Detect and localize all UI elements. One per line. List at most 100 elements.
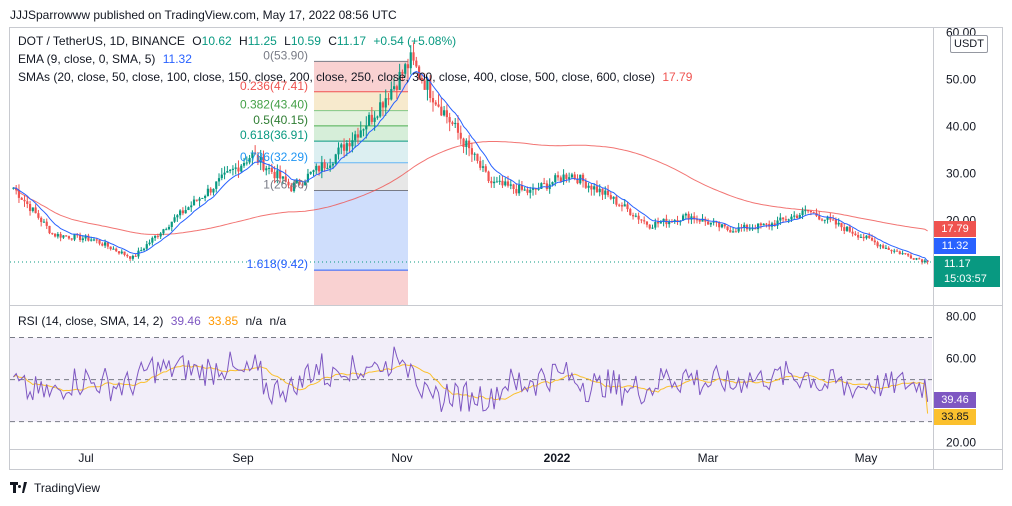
candle-body — [204, 195, 207, 198]
candle-body — [754, 228, 757, 230]
candle-body — [231, 168, 235, 170]
fib-level-label: 0(53.90) — [263, 48, 308, 62]
candle-body — [720, 224, 724, 228]
candle-body — [226, 171, 229, 173]
candle-body — [459, 132, 462, 139]
candle-body — [715, 221, 718, 223]
rsi-na-1: n/a — [245, 314, 263, 328]
candle-body — [334, 154, 337, 164]
candle-body — [109, 246, 112, 250]
candle-body — [279, 170, 282, 179]
candle-body — [406, 64, 410, 69]
fib-zone — [314, 190, 408, 271]
candle-body — [709, 222, 712, 225]
ema-legend[interactable]: EMA (9, close, 0, SMA, 5) 11.32 — [18, 52, 196, 66]
candle-body — [868, 235, 871, 238]
ema-value: 11.32 — [162, 52, 192, 66]
candle-body — [776, 220, 779, 226]
candle-body — [265, 168, 268, 171]
candle-body — [634, 215, 637, 217]
sma-legend[interactable]: SMAs (20, close, 50, close, 100, close, … — [18, 70, 696, 84]
candle-body — [415, 60, 418, 67]
countdown-tag: 15:03:57 — [934, 271, 1000, 287]
candle-body — [687, 213, 690, 220]
rsi-tick-label: 60.00 — [946, 352, 976, 366]
candle-body — [418, 66, 421, 78]
candle-body — [192, 199, 196, 206]
symbol-title[interactable]: DOT / TetherUS, 1D, BINANCE — [18, 34, 185, 48]
candle-body — [78, 234, 82, 241]
candle-body — [581, 174, 585, 182]
candle-body — [181, 210, 184, 214]
candle-body — [209, 188, 212, 193]
candle-body — [195, 199, 198, 201]
candle-body — [912, 258, 915, 260]
candle-body — [537, 188, 540, 190]
candle-body — [309, 171, 312, 174]
candle-body — [898, 251, 901, 255]
candle-body — [301, 184, 304, 186]
candle-body — [142, 248, 146, 251]
fib-level-label: 1(26.40) — [263, 177, 308, 191]
candle-body — [723, 224, 726, 227]
candle-body — [618, 204, 621, 206]
candle-body — [718, 222, 721, 228]
rsi-legend[interactable]: RSI (14, close, SMA, 14, 2) 39.46 33.85 … — [18, 314, 290, 328]
candle-body — [73, 234, 76, 240]
currency-button[interactable]: USDT — [950, 35, 988, 53]
candle-body — [554, 175, 557, 183]
sma-price-tag: 17.79 — [934, 221, 976, 237]
candle-body — [804, 210, 807, 212]
candle-body — [818, 215, 821, 220]
candle-body — [131, 255, 134, 259]
candle-body — [179, 210, 182, 216]
candle-body — [456, 122, 460, 133]
rsi-na-2: n/a — [269, 314, 287, 328]
candle-body — [468, 140, 471, 149]
candle-body — [331, 163, 335, 166]
candle-body — [745, 224, 749, 230]
candle-body — [615, 196, 618, 205]
candle-body — [76, 234, 79, 236]
chart-frame — [9, 27, 1003, 470]
candle-body — [757, 223, 760, 230]
candle-body — [117, 251, 121, 254]
candle-body — [451, 122, 454, 125]
candle-body — [915, 258, 918, 260]
candle-body — [598, 188, 601, 193]
candle-body — [267, 167, 271, 169]
candle-body — [337, 147, 340, 155]
candle-body — [837, 222, 840, 225]
time-tick-label: 2022 — [544, 451, 571, 465]
candle-body — [56, 234, 59, 237]
candle-body — [601, 188, 604, 195]
candle-body — [317, 165, 321, 172]
fib-zone — [314, 270, 408, 305]
candle-body — [154, 235, 157, 238]
candle-body — [254, 152, 257, 155]
candle-body — [381, 102, 385, 108]
candle-body — [701, 218, 704, 222]
candle-body — [373, 117, 376, 122]
candle-body — [904, 253, 907, 255]
candle-body — [454, 122, 457, 125]
price-tick-label: 40.00 — [946, 120, 976, 134]
candle-body — [495, 181, 498, 183]
candle-body — [531, 188, 535, 190]
footer-brand[interactable]: TradingView — [34, 481, 101, 495]
candle-body — [493, 181, 496, 184]
candle-body — [870, 237, 874, 241]
candle-body — [640, 219, 643, 221]
candle-body — [395, 86, 398, 90]
candle-body — [854, 233, 857, 235]
candle-body — [101, 243, 104, 246]
candle-body — [348, 143, 351, 147]
candle-body — [512, 184, 515, 190]
candle-body — [326, 167, 329, 169]
candle-body — [807, 210, 810, 212]
candle-body — [565, 174, 568, 179]
candle-body — [259, 156, 262, 163]
candle-body — [281, 176, 285, 179]
candle-body — [859, 236, 863, 238]
